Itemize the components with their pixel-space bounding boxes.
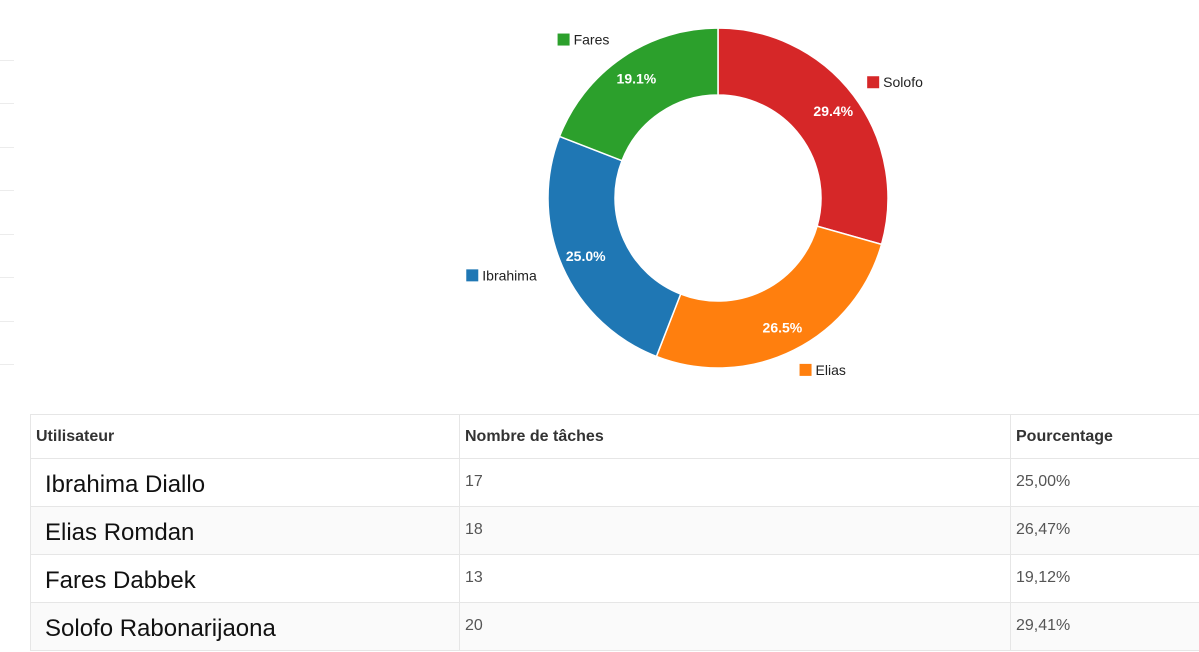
table-header-row: Utilisateur Nombre de tâches Pourcentage	[30, 414, 1199, 459]
table-row: Fares Dabbek 13 19,12%	[30, 554, 1199, 603]
slice-label-ibrahima: 25.0%	[566, 248, 606, 264]
legend-label-ibrahima: Ibrahima	[482, 267, 537, 283]
table-row: Ibrahima Diallo 17 25,00%	[30, 458, 1199, 507]
slice-fares	[558, 27, 719, 162]
header-nombre-taches: Nombre de tâches	[459, 414, 1011, 459]
legend-label-fares: Fares	[574, 32, 610, 48]
slice-solofo	[717, 27, 889, 246]
tasks-cell: 20	[459, 602, 1011, 651]
user-cell: Solofo Rabonarijaona	[30, 602, 460, 651]
slice-elias	[655, 225, 883, 369]
slice-label-solofo: 29.4%	[813, 103, 853, 119]
data-table: Utilisateur Nombre de tâches Pourcentage…	[30, 414, 1199, 651]
header-utilisateur: Utilisateur	[30, 414, 460, 459]
tasks-cell: 13	[459, 554, 1011, 603]
legend-item-solofo: Solofo	[867, 74, 923, 90]
legend-swatch-elias	[799, 363, 812, 376]
legend-label-elias: Elias	[816, 362, 846, 378]
slice-label-elias: 26.5%	[763, 319, 803, 335]
percent-cell: 19,12%	[1010, 554, 1199, 603]
legend-item-elias: Elias	[799, 362, 846, 378]
legend-swatch-fares	[557, 33, 570, 46]
legend-item-fares: Fares	[557, 32, 610, 48]
percent-cell: 25,00%	[1010, 458, 1199, 507]
slice-label-fares: 19.1%	[617, 71, 657, 87]
table-row: Solofo Rabonarijaona 20 29,41%	[30, 602, 1199, 651]
tasks-cell: 18	[459, 506, 1011, 555]
slice-ibrahima	[547, 135, 682, 358]
donut-chart: 29.4% Solofo 26.5% Elias 25.0% Ibrahima 19.1% F…	[466, 27, 923, 378]
user-cell: Elias Romdan	[30, 506, 460, 555]
user-cell: Fares Dabbek	[30, 554, 460, 603]
legend-label-solofo: Solofo	[883, 74, 923, 90]
header-pourcentage: Pourcentage	[1010, 414, 1199, 459]
percent-cell: 29,41%	[1010, 602, 1199, 651]
legend-swatch-solofo	[867, 76, 880, 89]
legend-item-ibrahima: Ibrahima	[466, 267, 537, 283]
user-cell: Ibrahima Diallo	[30, 458, 460, 507]
percent-cell: 26,47%	[1010, 506, 1199, 555]
tasks-cell: 17	[459, 458, 1011, 507]
table-row: Elias Romdan 18 26,47%	[30, 506, 1199, 555]
legend-swatch-ibrahima	[466, 269, 479, 282]
